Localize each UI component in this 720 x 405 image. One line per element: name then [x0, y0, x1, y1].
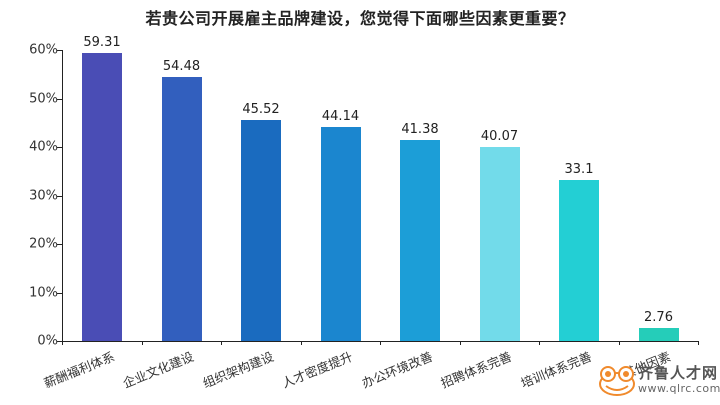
data-label: 59.31: [83, 35, 121, 51]
x-tick: [300, 341, 302, 345]
y-tick-label: 0%: [37, 333, 58, 349]
watermark-logo: 齐鲁人才网 www.qlrc.com: [598, 360, 720, 405]
x-category-label: 办公环境改善: [359, 348, 435, 391]
x-tick: [459, 341, 461, 345]
data-label: 54.48: [162, 58, 201, 74]
x-category-label: 人才密度提升: [280, 348, 356, 391]
x-category-label: 薪酬福利体系: [41, 348, 117, 391]
x-tick: [698, 341, 700, 345]
data-label: 40.07: [480, 128, 519, 144]
y-tick-label: 10%: [29, 285, 58, 300]
y-tick: [57, 98, 62, 100]
bar: [638, 327, 679, 341]
y-tick: [57, 50, 62, 51]
x-tick: [539, 341, 541, 345]
data-label: 33.1: [564, 162, 594, 178]
data-label: 2.76: [644, 309, 673, 325]
bar: [241, 120, 281, 341]
watermark-url: www.qlrc.com: [638, 382, 720, 395]
x-category-label: 企业文化建设: [121, 348, 197, 391]
bar: [559, 180, 599, 341]
y-tick: [57, 195, 62, 197]
x-tick: [380, 341, 382, 345]
y-tick: [57, 147, 62, 148]
y-axis: [62, 50, 63, 341]
x-tick: [141, 341, 143, 345]
x-category-label: 组织架构建设: [200, 348, 276, 391]
frog-icon: [599, 366, 635, 396]
chart-title: 若贵公司开展雇主品牌建设，您觉得下面哪些因素更重要？: [145, 9, 575, 28]
x-tick: [62, 341, 64, 345]
y-tick: [57, 341, 62, 342]
x-category-label: 招聘体系完善: [439, 348, 515, 391]
data-label: 45.52: [242, 102, 280, 118]
data-label: 41.38: [401, 122, 439, 138]
bar: [479, 146, 520, 341]
y-tick: [57, 292, 62, 294]
x-tick: [618, 341, 620, 345]
y-tick-label: 60%: [29, 42, 58, 58]
bar: [320, 126, 361, 341]
y-tick-label: 50%: [29, 91, 58, 106]
x-tick: [221, 341, 223, 345]
bar: [82, 53, 122, 341]
y-tick: [57, 244, 62, 245]
watermark-brand: 齐鲁人才网: [638, 364, 719, 382]
data-label: 44.14: [321, 108, 360, 124]
y-tick-label: 40%: [29, 139, 58, 155]
bar: [400, 140, 440, 341]
y-tick-label: 20%: [29, 236, 58, 252]
x-category-label: 培训体系完善: [518, 348, 594, 391]
bar: [161, 76, 202, 341]
y-tick-label: 30%: [29, 188, 58, 203]
